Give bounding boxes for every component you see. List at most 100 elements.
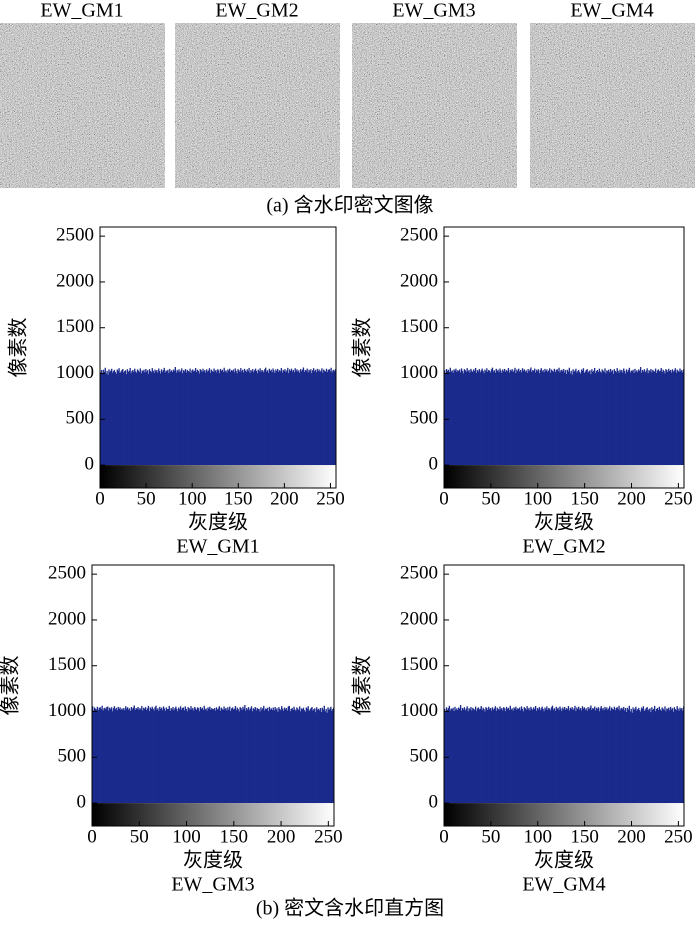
bar (300, 371, 303, 466)
bar (482, 370, 484, 466)
bar (121, 708, 123, 804)
bar (497, 369, 499, 466)
bar (540, 368, 542, 466)
bar (128, 708, 131, 804)
bar (632, 369, 634, 466)
bar (451, 370, 453, 466)
bar (489, 709, 491, 804)
x-tick-label: 0 (439, 826, 449, 847)
bar (316, 709, 319, 804)
bar (247, 371, 249, 466)
image-title: EW_GM4 (570, 0, 653, 22)
bar (267, 372, 270, 466)
bar (105, 709, 107, 804)
bar (497, 708, 499, 804)
y-tick-label: 500 (66, 408, 95, 429)
bar (475, 372, 478, 466)
bar (489, 372, 492, 466)
bar (607, 709, 609, 804)
bar (515, 706, 517, 804)
colorbar (444, 465, 684, 488)
bar (177, 711, 179, 804)
bar (518, 709, 520, 804)
bar (289, 711, 291, 804)
bar (292, 369, 294, 466)
bar (190, 706, 192, 804)
bar (592, 708, 594, 804)
bar (516, 709, 518, 804)
bar (561, 369, 563, 466)
image-title: EW_GM1 (40, 0, 123, 22)
bar (469, 372, 471, 466)
bar (222, 372, 224, 466)
bar (253, 372, 255, 466)
bar (545, 709, 547, 804)
bar (311, 373, 313, 466)
bar (208, 708, 210, 804)
bar (662, 369, 664, 466)
bar (257, 369, 259, 466)
bar (329, 708, 331, 804)
bar (154, 369, 156, 466)
bar (624, 373, 627, 466)
y-tick-label: 2500 (48, 563, 86, 584)
bar (477, 707, 480, 804)
bar (147, 373, 150, 466)
cipher-image (0, 23, 165, 188)
bar (310, 369, 312, 466)
cipher-image (352, 23, 517, 188)
bar (643, 369, 646, 466)
bar (504, 708, 506, 804)
bar (512, 710, 514, 804)
bar (551, 370, 554, 466)
bar (583, 707, 586, 804)
bar (599, 371, 601, 466)
x-tick-label: 0 (95, 488, 105, 509)
bar (481, 368, 483, 466)
bar (633, 709, 635, 804)
bar (553, 368, 556, 466)
bar (142, 710, 144, 804)
bar (588, 709, 590, 804)
x-tick-label: 100 (524, 488, 553, 509)
bar (661, 372, 663, 466)
bar (612, 709, 615, 804)
bar (135, 708, 137, 804)
bar (181, 368, 183, 466)
bar (459, 369, 461, 466)
bar (167, 709, 169, 804)
bar (673, 370, 676, 466)
bar (490, 369, 493, 466)
x-tick-label: 100 (172, 826, 201, 847)
bar (592, 371, 594, 466)
bar (215, 707, 218, 804)
bar (126, 369, 129, 466)
bar (516, 369, 518, 466)
colorbar (100, 465, 336, 488)
bar (129, 710, 132, 804)
bar (232, 709, 235, 804)
bar (176, 708, 178, 804)
bar (130, 373, 132, 466)
bar (297, 708, 299, 804)
bar (258, 708, 260, 804)
bar (586, 710, 588, 804)
bar (540, 708, 542, 804)
bar (474, 706, 477, 804)
bar (663, 371, 665, 466)
bar (120, 371, 122, 466)
bar (554, 372, 556, 466)
x-tick-label: 50 (481, 826, 500, 847)
bar (206, 710, 208, 804)
bar (620, 371, 622, 466)
bar (333, 369, 335, 466)
bar (216, 372, 218, 466)
bar (145, 710, 148, 804)
bar (677, 370, 679, 466)
bar (615, 707, 617, 804)
bar (512, 372, 514, 466)
bar (224, 709, 226, 804)
bar (298, 709, 300, 804)
bar (466, 368, 468, 466)
